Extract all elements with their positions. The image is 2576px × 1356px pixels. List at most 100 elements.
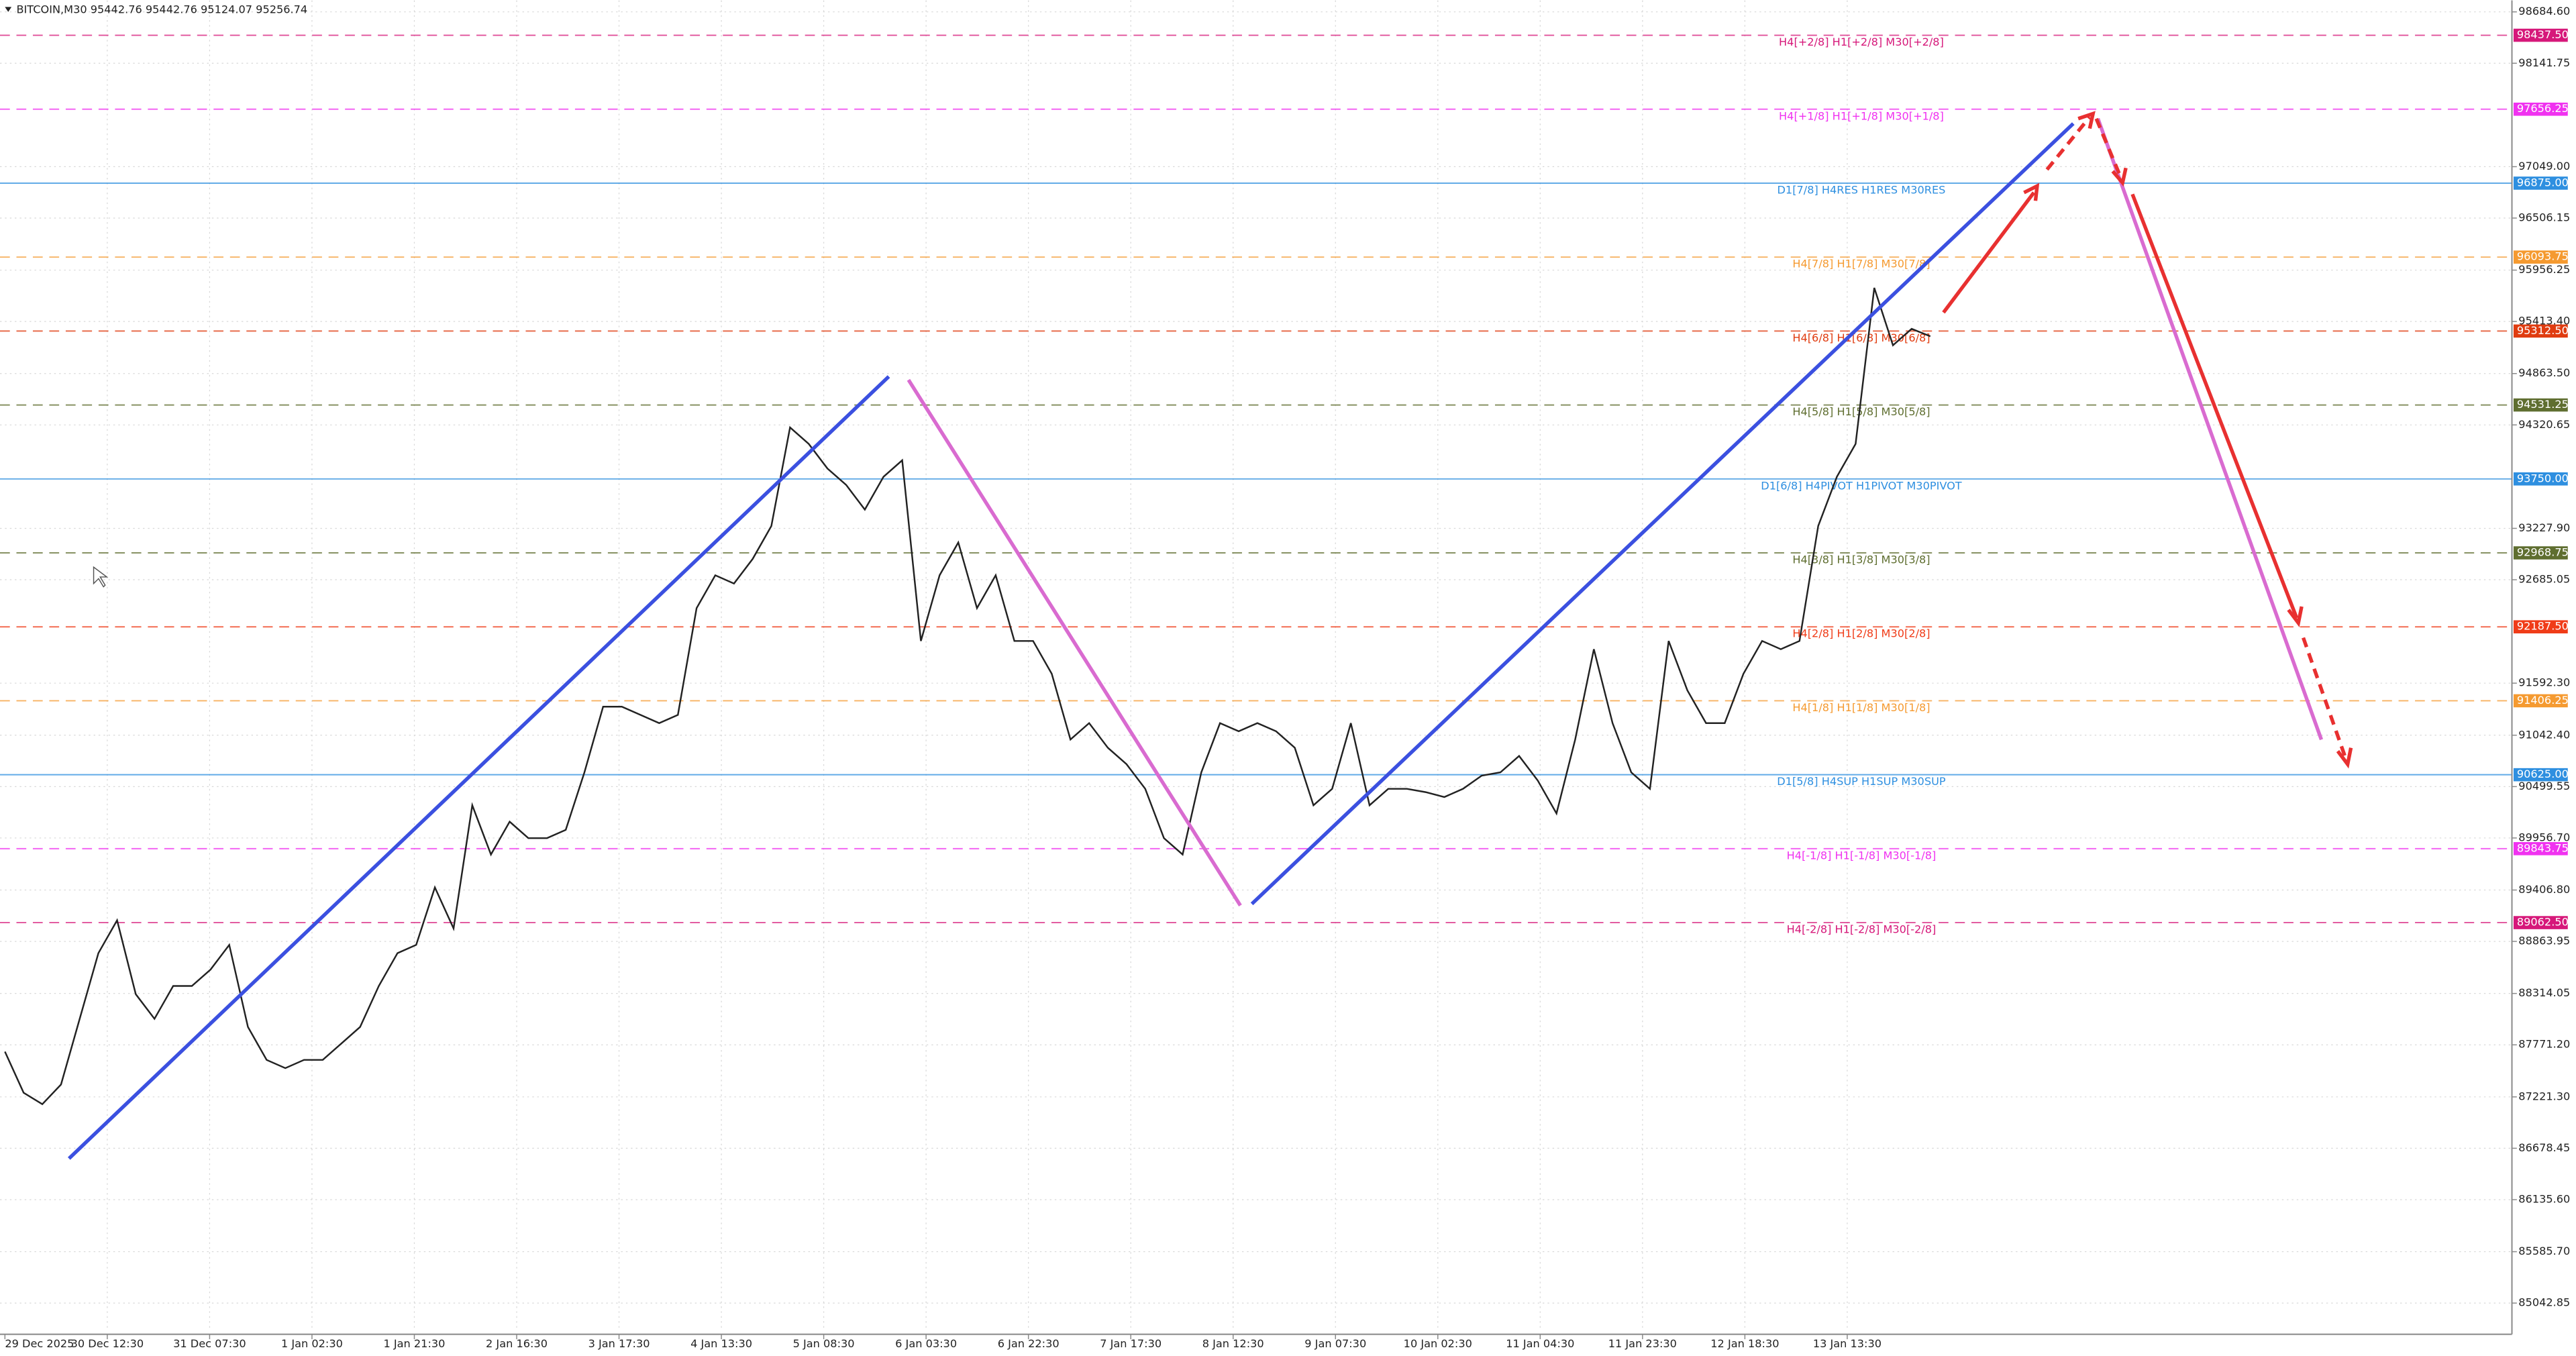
- y-tick-label: 91592.30: [2518, 676, 2570, 689]
- level-label: D1[6/8] H4PIVOT H1PIVOT M30PIVOT: [1761, 479, 1962, 492]
- trend-line: [2096, 117, 2324, 741]
- price-box: [2513, 694, 2568, 708]
- x-tick-label: 2 Jan 16:30: [486, 1337, 548, 1350]
- trend-line: [1250, 122, 2075, 906]
- x-tick-label: 11 Jan 04:30: [1506, 1337, 1574, 1350]
- y-tick-label: 93227.90: [2518, 521, 2570, 534]
- y-tick-label: 85585.70: [2518, 1245, 2570, 1257]
- price-box-label: 91406.25: [2517, 694, 2569, 707]
- price-box-label: 90625.00: [2517, 768, 2569, 780]
- price-box-label: 98437.50: [2517, 28, 2569, 41]
- x-tick-label: 8 Jan 12:30: [1202, 1337, 1264, 1350]
- y-tick-label: 87771.20: [2518, 1038, 2570, 1051]
- arrow: [2302, 637, 2348, 760]
- y-tick-label: 91042.40: [2518, 728, 2570, 741]
- menu-arrow: [5, 7, 12, 12]
- y-tick-label: 95956.25: [2518, 263, 2570, 276]
- price-box: [2513, 620, 2568, 634]
- x-tick-label: 13 Jan 13:30: [1813, 1337, 1882, 1350]
- arrow: [2094, 117, 2123, 179]
- x-tick-label: 31 Dec 07:30: [173, 1337, 246, 1350]
- x-tick-label: 1 Jan 21:30: [384, 1337, 446, 1350]
- y-tick-label: 86135.60: [2518, 1192, 2570, 1205]
- level-label: H4[-1/8] H1[-1/8] M30[-1/8]: [1787, 849, 1937, 862]
- price-series: [4, 287, 1931, 1106]
- level-label: H4[1/8] H1[1/8] M30[1/8]: [1792, 701, 1930, 714]
- arrow-head: [2111, 167, 2128, 187]
- price-box: [2513, 324, 2568, 338]
- price-box: [2513, 916, 2568, 929]
- price-box-label: 89062.50: [2517, 916, 2569, 929]
- x-tick-label: 10 Jan 02:30: [1404, 1337, 1472, 1350]
- price-box-label: 93750.00: [2517, 472, 2569, 484]
- arrow: [2130, 193, 2299, 619]
- x-tick-label: 6 Jan 03:30: [895, 1337, 957, 1350]
- y-tick-label: 98684.60: [2518, 5, 2570, 17]
- price-box-label: 92187.50: [2517, 620, 2569, 633]
- x-tick-label: 11 Jan 23:30: [1608, 1337, 1677, 1350]
- price-box-label: 95312.50: [2517, 324, 2569, 337]
- price-box-label: 96093.75: [2517, 250, 2569, 263]
- levels: H4[+2/8] H1[+2/8] M30[+2/8] 98437.50 H4[+1…: [0, 28, 2569, 936]
- price-box: [2513, 842, 2568, 855]
- drawings: [67, 111, 2353, 1160]
- price-line: [4, 287, 1931, 1106]
- price-box-label: 96875.00: [2517, 176, 2569, 189]
- level-label: H4[7/8] H1[7/8] M30[7/8]: [1792, 258, 1930, 270]
- x-tick-label: 4 Jan 13:30: [690, 1337, 752, 1350]
- price-box: [2513, 176, 2568, 190]
- level-label: D1[5/8] H4SUP H1SUP M30SUP: [1777, 775, 1946, 788]
- level-label: H4[+1/8] H1[+1/8] M30[+1/8]: [1779, 109, 1944, 122]
- x-tick-label: 7 Jan 17:30: [1100, 1337, 1162, 1350]
- arrow: [2045, 115, 2092, 171]
- price-box: [2513, 472, 2568, 486]
- level-label: H4[5/8] H1[5/8] M30[5/8]: [1792, 405, 1930, 418]
- y-tick-label: 94320.65: [2518, 418, 2570, 431]
- level-label: H4[3/8] H1[3/8] M30[3/8]: [1792, 554, 1930, 566]
- arrow-head: [2287, 606, 2304, 627]
- y-tick-label: 89406.80: [2518, 883, 2570, 896]
- cursor: [93, 566, 109, 588]
- price-box-label: 89843.75: [2517, 841, 2569, 854]
- x-tick-label: 12 Jan 18:30: [1710, 1337, 1779, 1350]
- trend-line: [907, 378, 1242, 907]
- price-box: [2513, 28, 2568, 42]
- y-tick-label: 88314.05: [2518, 986, 2570, 999]
- y-tick-label: 92685.05: [2518, 573, 2570, 586]
- y-tick-label: 85042.85: [2518, 1296, 2570, 1309]
- x-tick-label: 3 Jan 17:30: [588, 1337, 650, 1350]
- y-tick-label: 98141.75: [2518, 56, 2570, 69]
- price-box-label: 97656.25: [2517, 102, 2569, 115]
- price-box: [2513, 546, 2568, 560]
- x-tick-label: 1 Jan 02:30: [281, 1337, 343, 1350]
- x-tick-label: 6 Jan 22:30: [998, 1337, 1060, 1350]
- x-tick-label: 29 Dec 2025: [5, 1337, 74, 1350]
- price-box: [2513, 398, 2568, 412]
- y-tick-label: 96506.15: [2518, 211, 2570, 223]
- y-tick-label: 97049.00: [2518, 160, 2570, 172]
- y-tick-label: 95413.40: [2518, 315, 2570, 327]
- x-tick-label: 30 Dec 12:30: [71, 1337, 144, 1350]
- price-box: [2513, 102, 2568, 116]
- y-tick-label: 86678.45: [2518, 1141, 2570, 1154]
- chart-title: BITCOIN,M30 95442.76 95442.76 95124.07 9…: [16, 3, 307, 16]
- y-tick-label: 89956.70: [2518, 831, 2570, 843]
- y-tick-label: 90499.55: [2518, 780, 2570, 792]
- x-tick-label: 9 Jan 07:30: [1304, 1337, 1366, 1350]
- level-label: H4[6/8] H1[6/8] M30[6/8]: [1792, 331, 1930, 344]
- price-box-label: 94531.25: [2517, 398, 2569, 411]
- arrow-head: [2023, 182, 2040, 201]
- y-tick-label: 94863.50: [2518, 366, 2570, 379]
- level-label: H4[-2/8] H1[-2/8] M30[-2/8]: [1787, 923, 1937, 936]
- y-tick-label: 87221.30: [2518, 1090, 2570, 1102]
- level-label: H4[+2/8] H1[+2/8] M30[+2/8]: [1779, 36, 1944, 48]
- price-box: [2513, 768, 2568, 782]
- price-box: [2513, 250, 2568, 264]
- trend-line: [67, 375, 890, 1160]
- level-label: D1[7/8] H4RES H1RES M30RES: [1778, 183, 1946, 196]
- arrow: [1942, 191, 2036, 314]
